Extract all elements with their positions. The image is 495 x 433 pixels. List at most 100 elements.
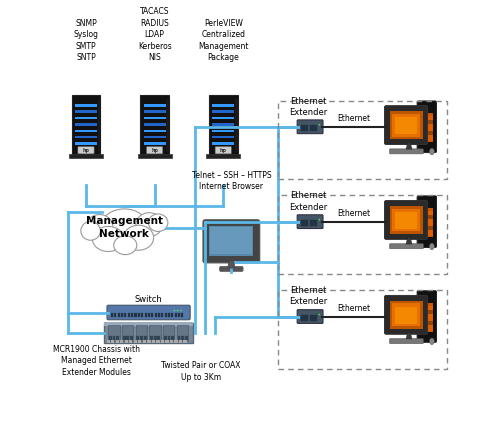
FancyBboxPatch shape <box>166 98 170 151</box>
FancyBboxPatch shape <box>420 113 433 120</box>
FancyBboxPatch shape <box>75 142 97 145</box>
FancyBboxPatch shape <box>148 313 150 317</box>
FancyBboxPatch shape <box>161 313 163 317</box>
FancyBboxPatch shape <box>212 104 234 107</box>
FancyBboxPatch shape <box>148 340 150 343</box>
FancyBboxPatch shape <box>297 120 323 134</box>
Circle shape <box>319 314 320 315</box>
FancyBboxPatch shape <box>212 129 234 132</box>
Text: MCR1900 Chassis with
Managed Ethernet
Extender Modules: MCR1900 Chassis with Managed Ethernet Ex… <box>52 345 140 377</box>
FancyBboxPatch shape <box>301 315 308 320</box>
FancyBboxPatch shape <box>124 313 126 317</box>
FancyBboxPatch shape <box>178 313 180 317</box>
FancyBboxPatch shape <box>417 101 437 152</box>
FancyBboxPatch shape <box>417 196 437 247</box>
Text: Switch: Switch <box>135 295 162 304</box>
FancyBboxPatch shape <box>297 310 323 323</box>
FancyBboxPatch shape <box>385 200 428 239</box>
FancyBboxPatch shape <box>75 117 97 119</box>
FancyBboxPatch shape <box>116 340 119 343</box>
FancyBboxPatch shape <box>392 304 420 326</box>
FancyBboxPatch shape <box>212 123 234 126</box>
Bar <box>278 195 447 274</box>
FancyBboxPatch shape <box>390 206 423 234</box>
Bar <box>278 100 447 179</box>
FancyBboxPatch shape <box>297 215 323 229</box>
FancyBboxPatch shape <box>390 301 423 329</box>
FancyBboxPatch shape <box>203 220 259 263</box>
Circle shape <box>174 310 175 311</box>
FancyBboxPatch shape <box>138 155 172 158</box>
FancyBboxPatch shape <box>420 208 433 215</box>
FancyBboxPatch shape <box>113 336 115 339</box>
FancyBboxPatch shape <box>121 313 123 317</box>
Ellipse shape <box>123 225 153 250</box>
Text: TACACS
RADIUS
LDAP
Kerberos
NIS: TACACS RADIUS LDAP Kerberos NIS <box>138 7 171 62</box>
FancyBboxPatch shape <box>118 313 120 317</box>
FancyBboxPatch shape <box>385 106 428 145</box>
FancyBboxPatch shape <box>116 336 119 339</box>
FancyBboxPatch shape <box>181 336 184 339</box>
FancyBboxPatch shape <box>395 307 417 323</box>
Text: Ethernet
Extender: Ethernet Extender <box>289 97 327 116</box>
FancyBboxPatch shape <box>390 111 423 139</box>
FancyBboxPatch shape <box>120 340 123 343</box>
FancyBboxPatch shape <box>212 136 234 138</box>
FancyBboxPatch shape <box>122 326 133 341</box>
FancyBboxPatch shape <box>161 340 164 343</box>
Text: hp: hp <box>151 148 158 153</box>
FancyBboxPatch shape <box>129 340 133 343</box>
FancyBboxPatch shape <box>209 226 253 256</box>
FancyBboxPatch shape <box>75 123 97 126</box>
Polygon shape <box>406 143 412 149</box>
Text: Management
Network: Management Network <box>86 216 163 239</box>
FancyBboxPatch shape <box>137 336 139 339</box>
FancyBboxPatch shape <box>178 336 181 339</box>
FancyBboxPatch shape <box>151 313 153 317</box>
FancyBboxPatch shape <box>210 227 252 255</box>
FancyBboxPatch shape <box>165 340 169 343</box>
FancyBboxPatch shape <box>420 135 433 142</box>
FancyBboxPatch shape <box>179 340 182 343</box>
FancyBboxPatch shape <box>144 123 166 126</box>
Circle shape <box>319 124 320 126</box>
FancyBboxPatch shape <box>395 212 417 229</box>
FancyBboxPatch shape <box>174 340 178 343</box>
Polygon shape <box>406 333 412 339</box>
FancyBboxPatch shape <box>156 340 159 343</box>
Text: Ethernet: Ethernet <box>338 114 371 123</box>
FancyBboxPatch shape <box>144 136 166 138</box>
FancyBboxPatch shape <box>421 210 433 236</box>
FancyBboxPatch shape <box>145 313 147 317</box>
FancyBboxPatch shape <box>125 340 128 343</box>
FancyBboxPatch shape <box>109 336 112 339</box>
FancyBboxPatch shape <box>134 340 137 343</box>
FancyBboxPatch shape <box>144 129 166 132</box>
FancyBboxPatch shape <box>170 340 173 343</box>
FancyBboxPatch shape <box>209 94 238 155</box>
FancyBboxPatch shape <box>235 98 238 151</box>
FancyBboxPatch shape <box>128 313 130 317</box>
Text: hp: hp <box>83 148 90 153</box>
FancyBboxPatch shape <box>72 94 100 155</box>
Ellipse shape <box>81 221 100 240</box>
FancyBboxPatch shape <box>75 104 97 107</box>
Text: Telnet – SSH – HTTPS
Internet Browser: Telnet – SSH – HTTPS Internet Browser <box>192 171 271 191</box>
FancyBboxPatch shape <box>177 326 188 341</box>
FancyBboxPatch shape <box>301 125 308 131</box>
FancyBboxPatch shape <box>138 313 140 317</box>
FancyBboxPatch shape <box>152 340 155 343</box>
Ellipse shape <box>114 236 137 255</box>
Text: PerleVIEW
Centralized
Management
Package: PerleVIEW Centralized Management Package <box>198 19 248 62</box>
FancyBboxPatch shape <box>167 336 170 339</box>
Polygon shape <box>406 238 412 244</box>
FancyBboxPatch shape <box>78 146 94 154</box>
FancyBboxPatch shape <box>212 110 234 113</box>
Text: Ethernet: Ethernet <box>338 209 371 218</box>
FancyBboxPatch shape <box>144 142 166 145</box>
FancyBboxPatch shape <box>164 336 167 339</box>
FancyBboxPatch shape <box>104 322 193 326</box>
FancyBboxPatch shape <box>184 340 187 343</box>
FancyBboxPatch shape <box>144 117 166 119</box>
FancyBboxPatch shape <box>150 336 153 339</box>
